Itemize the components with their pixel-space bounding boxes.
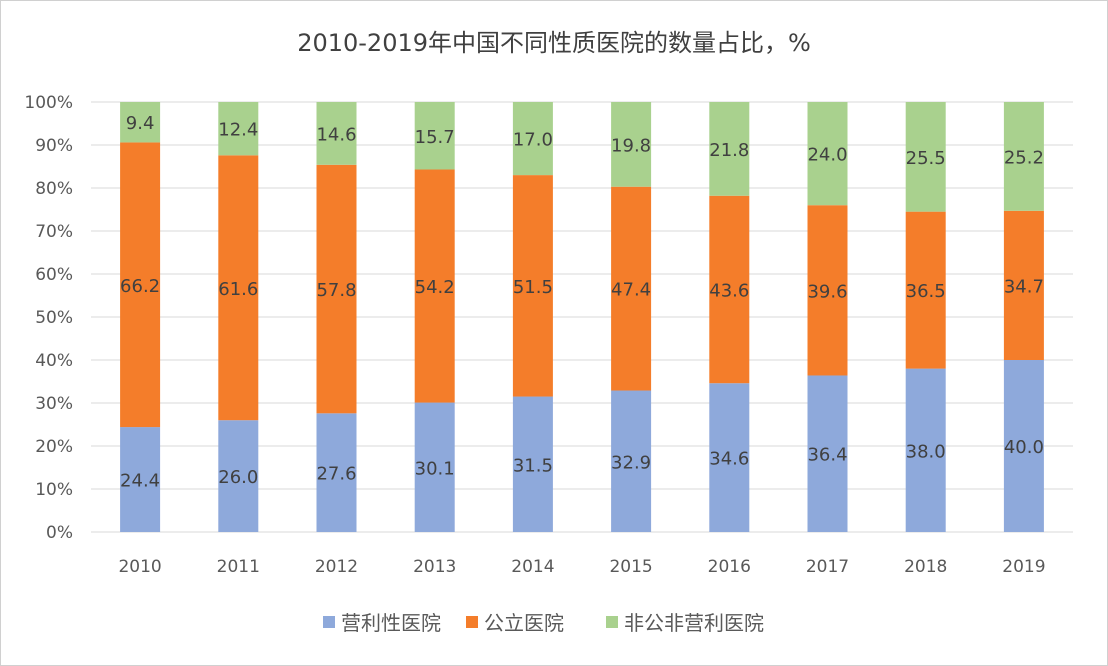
data-label: 39.6 (807, 281, 847, 302)
data-label: 47.4 (611, 280, 651, 301)
data-label: 21.8 (709, 140, 749, 161)
bar-segment (807, 102, 848, 206)
data-label: 30.1 (415, 458, 455, 479)
data-label: 43.6 (709, 280, 749, 301)
bar-segment (807, 205, 848, 376)
x-tick-label: 2013 (413, 557, 456, 577)
x-tick-label: 2012 (315, 557, 358, 577)
y-tick-label: 40% (35, 351, 73, 371)
legend-label: 营利性医院 (341, 611, 441, 635)
data-label: 34.6 (709, 449, 749, 470)
bar-segment (611, 102, 652, 187)
chart-title: 2010-2019年中国不同性质医院的数量占比，% (297, 29, 811, 57)
data-label: 27.6 (316, 464, 356, 485)
data-label: 14.6 (316, 124, 356, 145)
y-tick-label: 70% (35, 222, 73, 242)
bar-segment (414, 169, 455, 403)
data-label: 12.4 (218, 120, 258, 141)
data-label: 66.2 (120, 276, 160, 297)
bar-segment (709, 195, 750, 384)
legend-label: 非公非营利医院 (624, 611, 764, 635)
data-label: 57.8 (316, 280, 356, 301)
bar-segment (905, 368, 946, 532)
bar-segment (512, 396, 553, 532)
x-tick-label: 2010 (118, 557, 161, 577)
bar-segment (218, 102, 259, 156)
data-label: 25.5 (906, 148, 946, 169)
bar-segment (218, 420, 259, 532)
bar-segment (316, 413, 357, 532)
bar-segment (709, 383, 750, 532)
x-tick-label: 2016 (708, 557, 751, 577)
data-label: 32.9 (611, 452, 651, 473)
y-tick-label: 50% (35, 308, 73, 328)
bar-segment (414, 102, 455, 170)
bar-segment (512, 102, 553, 176)
data-label: 24.4 (120, 471, 160, 492)
bar-segment (611, 390, 652, 532)
bar-segment (120, 427, 161, 532)
bar-segment (316, 164, 357, 414)
data-label: 40.0 (1004, 437, 1044, 458)
data-label: 24.0 (807, 145, 847, 166)
data-label: 38.0 (906, 441, 946, 462)
x-tick-label: 2018 (904, 557, 947, 577)
x-tick-label: 2015 (609, 557, 652, 577)
bar-segment (512, 175, 553, 397)
bar-segment (1003, 360, 1044, 532)
x-tick-label: 2011 (217, 557, 260, 577)
y-tick-label: 100% (24, 93, 73, 113)
data-label: 36.5 (906, 281, 946, 302)
data-label: 19.8 (611, 135, 651, 156)
data-label: 25.2 (1004, 147, 1044, 168)
x-tick-label: 2017 (806, 557, 849, 577)
data-label: 26.0 (218, 467, 258, 488)
data-label: 34.7 (1004, 276, 1044, 297)
legend-swatch (606, 616, 618, 628)
x-tick-label: 2019 (1002, 557, 1045, 577)
y-tick-label: 20% (35, 437, 73, 457)
bar-segment (414, 402, 455, 532)
legend-label: 公立医院 (484, 611, 564, 635)
bar-segment (120, 142, 161, 428)
bar-segment (905, 211, 946, 369)
data-label: 61.6 (218, 279, 258, 300)
x-tick-label: 2014 (511, 557, 554, 577)
legend-swatch (323, 616, 335, 628)
bar-segment (316, 102, 357, 165)
y-tick-label: 60% (35, 265, 73, 285)
data-label: 17.0 (513, 130, 553, 151)
bar-segment (905, 102, 946, 212)
data-label: 31.5 (513, 455, 553, 476)
data-label: 9.4 (126, 113, 155, 134)
bar-segment (807, 375, 848, 532)
y-tick-label: 90% (35, 136, 73, 156)
y-tick-label: 30% (35, 394, 73, 414)
data-label: 36.4 (807, 445, 847, 466)
y-tick-label: 10% (35, 480, 73, 500)
bar-segment (611, 186, 652, 391)
bar-segment (1003, 210, 1044, 360)
bar-segment (218, 155, 259, 421)
bar-segment (1003, 102, 1044, 211)
bar-segment (709, 102, 750, 196)
data-label: 51.5 (513, 277, 553, 298)
legend-swatch (466, 616, 478, 628)
y-tick-label: 0% (46, 523, 73, 543)
data-label: 54.2 (415, 277, 455, 298)
bar-segment (120, 102, 161, 143)
y-tick-label: 80% (35, 179, 73, 199)
data-label: 15.7 (415, 127, 455, 148)
